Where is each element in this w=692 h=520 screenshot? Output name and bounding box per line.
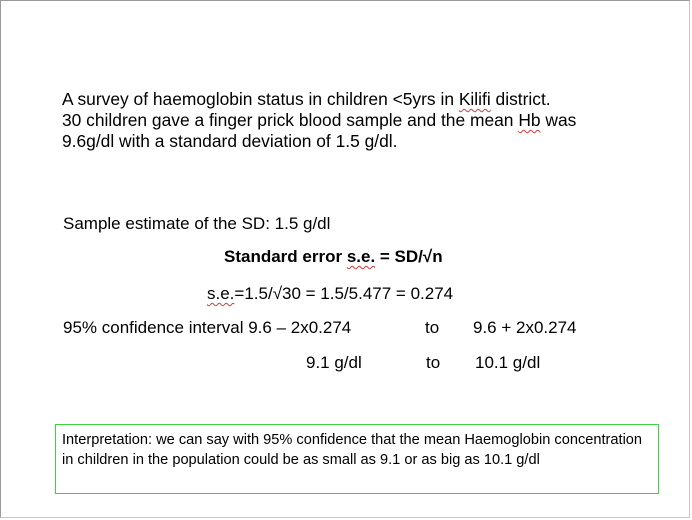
se-formula-prefix: Standard error <box>224 247 347 266</box>
standard-error-calculation: s.e.=1.5/√30 = 1.5/5.477 = 0.274 <box>207 284 453 304</box>
confidence-interval-label: 95% confidence interval 9.6 – 2x0.274 <box>63 318 352 337</box>
se-calc-rest: =1.5/√30 = 1.5/5.477 = 0.274 <box>234 284 454 303</box>
confidence-interval-upper-expression: 9.6 + 2x0.274 <box>473 318 577 337</box>
spellcheck-word[interactable]: Kilifi <box>458 89 491 109</box>
confidence-interval-lower-value: 9.1 g/dl <box>306 353 362 372</box>
intro-text: district. <box>490 89 551 109</box>
intro-text: was <box>540 110 577 130</box>
se-formula-suffix: = SD/√n <box>375 247 443 266</box>
spellcheck-word[interactable]: Hb <box>518 110 541 130</box>
intro-line-2: 30 children gave a finger prick blood sa… <box>62 110 576 131</box>
sd-estimate: Sample estimate of the SD: 1.5 g/dl <box>63 214 331 233</box>
confidence-interval-upper-value: 10.1 g/dl <box>475 353 541 372</box>
intro-text: A survey of haemoglobin status in childr… <box>62 89 459 109</box>
confidence-interval-to: to <box>425 318 440 337</box>
standard-error-formula: Standard error s.e. = SD/√n <box>224 247 443 267</box>
intro-paragraph: A survey of haemoglobin status in childr… <box>62 89 576 152</box>
interpretation-text: Interpretation: we can say with 95% conf… <box>62 432 643 468</box>
intro-line-1: A survey of haemoglobin status in childr… <box>62 89 576 110</box>
spellcheck-word[interactable]: s.e. <box>207 284 235 303</box>
interpretation-box: Interpretation: we can say with 95% conf… <box>55 424 659 494</box>
confidence-interval-to: to <box>426 353 441 372</box>
intro-line-3: 9.6g/dl with a standard deviation of 1.5… <box>62 131 398 151</box>
spellcheck-word[interactable]: s.e. <box>346 247 376 266</box>
intro-text: 30 children gave a finger prick blood sa… <box>62 110 519 130</box>
